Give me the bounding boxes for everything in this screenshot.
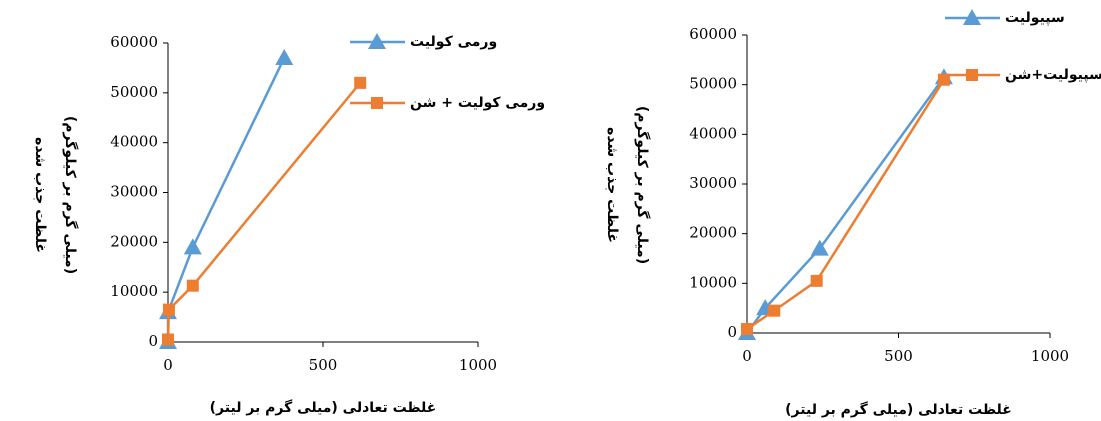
marker: [810, 239, 829, 256]
marker: [162, 303, 175, 316]
x-tick-label: 0: [742, 347, 752, 365]
y-axis-label: غلظت جذب شده: [32, 137, 48, 253]
series-line: [166, 82, 362, 340]
marker: [741, 323, 753, 336]
y-axis-label: (میلی گرم بر کیلوگرم): [62, 116, 79, 274]
legend-label: ورمی کولیت: [410, 34, 497, 50]
marker: [371, 97, 383, 109]
y-tick-label: 60000: [689, 25, 737, 43]
x-tick-label: 0: [163, 356, 173, 374]
y-tick-label: 60000: [110, 33, 158, 51]
x-tick-label: 1000: [1031, 347, 1069, 365]
series-line: [166, 57, 286, 342]
y-axis-label: (میلی گرم بر کیلوگرم): [634, 106, 651, 264]
y-tick-label: 40000: [689, 124, 737, 142]
marker: [768, 304, 781, 317]
y-tick-label: 0: [727, 323, 737, 341]
marker: [162, 333, 174, 346]
x-tick-label: 500: [884, 347, 913, 365]
y-tick-label: 30000: [110, 183, 158, 201]
marker: [810, 274, 823, 287]
y-tick-label: 20000: [110, 232, 158, 250]
x-axis-label: غلظت تعادلی (میلی گرم بر لیتر): [210, 399, 437, 416]
y-tick-label: 40000: [110, 133, 158, 151]
marker: [186, 279, 199, 292]
x-tick-label: 1000: [459, 356, 497, 374]
y-tick-label: 10000: [110, 282, 158, 300]
legend-label: ورمی کولیت + شن: [410, 95, 545, 111]
marker: [966, 69, 978, 81]
x-tick-label: 500: [309, 356, 338, 374]
y-tick-label: 10000: [689, 273, 737, 291]
series-line: [746, 79, 946, 331]
marker: [937, 73, 950, 86]
y-tick-label: 20000: [689, 224, 737, 242]
y-axis-label: غلظت جذب شده: [604, 127, 620, 243]
y-tick-label: 50000: [110, 83, 158, 101]
marker: [275, 48, 294, 65]
marker: [963, 9, 981, 25]
y-tick-label: 50000: [689, 75, 737, 93]
x-axis-label: غلظت تعادلی (میلی گرم بر لیتر): [785, 401, 1012, 418]
marker: [368, 33, 386, 49]
series-line: [745, 76, 945, 334]
legend-label: سپیولیت: [1005, 10, 1065, 26]
marker: [183, 238, 202, 255]
marker: [354, 76, 367, 89]
legend-label: سپیولیت+شن: [1005, 67, 1101, 83]
y-tick-label: 30000: [689, 174, 737, 192]
y-tick-label: 0: [148, 332, 158, 350]
